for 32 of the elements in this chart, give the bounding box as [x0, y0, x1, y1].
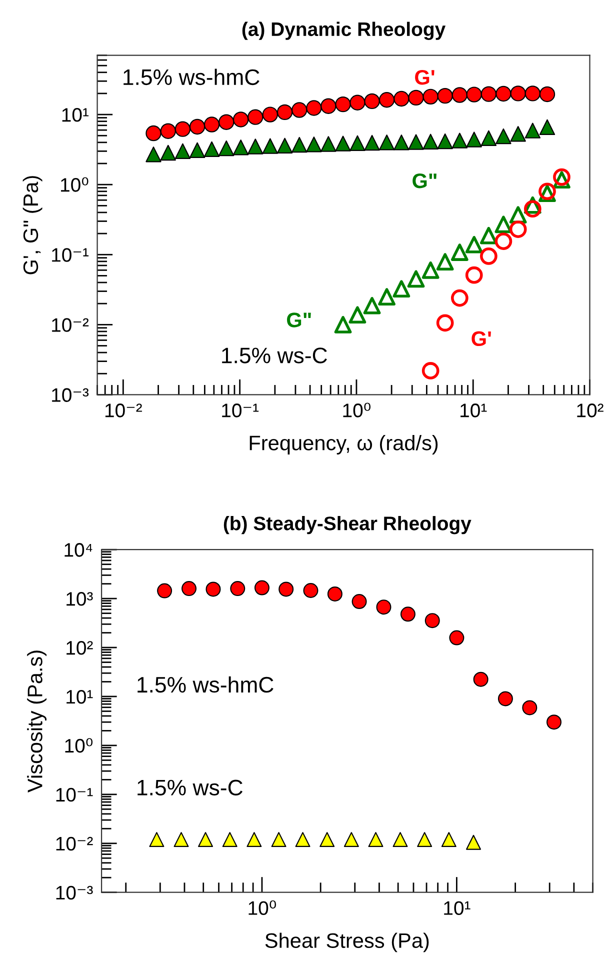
y-tick-label: 10⁰ — [61, 177, 88, 192]
annotation: 1.5% ws-C — [222, 348, 327, 364]
y-axis-title: Viscosity (Pa.s) — [27, 650, 47, 792]
y-tick-label: 10⁻² — [56, 836, 93, 851]
series-label: G" — [412, 173, 436, 188]
x-tick-label: 10⁰ — [343, 402, 370, 418]
y-tick-label: 10⁻³ — [52, 388, 89, 402]
x-tick-label: 10⁻² — [105, 404, 142, 418]
series-label: G" — [287, 312, 311, 328]
chart-title: (b) Steady-Shear Rheology — [224, 516, 472, 534]
y-tick-label: 10⁻¹ — [56, 788, 93, 802]
chart-title: (a) Dynamic Rheology — [242, 22, 446, 40]
annotation: 1.5% ws-C — [138, 780, 243, 796]
y-tick-label: 10⁰ — [65, 738, 93, 753]
y-tick-label: 10⁻² — [52, 318, 89, 332]
y-tick-label: 10⁻³ — [56, 886, 93, 900]
x-tick-label: 10² — [577, 404, 604, 418]
series-label: G' — [472, 331, 491, 346]
annotation: 1.5% ws-hmC — [124, 68, 260, 86]
y-tick-label: 10¹ — [66, 690, 93, 704]
y-tick-label: 10⁴ — [64, 543, 92, 557]
y-tick-label: 10² — [66, 640, 93, 655]
x-tick-label: 10⁻¹ — [222, 404, 259, 418]
y-tick-label: 10³ — [66, 592, 93, 606]
series-label: G' — [415, 70, 434, 85]
x-tick-label: 10¹ — [460, 404, 487, 418]
x-axis-title: Shear Stress (Pa) — [265, 932, 429, 952]
y-tick-label: 10¹ — [62, 108, 89, 122]
x-axis-title: Frequency, ω (rad/s) — [250, 435, 438, 454]
annotation: 1.5% ws-hmC — [138, 676, 274, 693]
y-axis-title: G', G" (Pa) — [22, 176, 42, 274]
y-tick-label: 10⁻¹ — [52, 248, 89, 262]
